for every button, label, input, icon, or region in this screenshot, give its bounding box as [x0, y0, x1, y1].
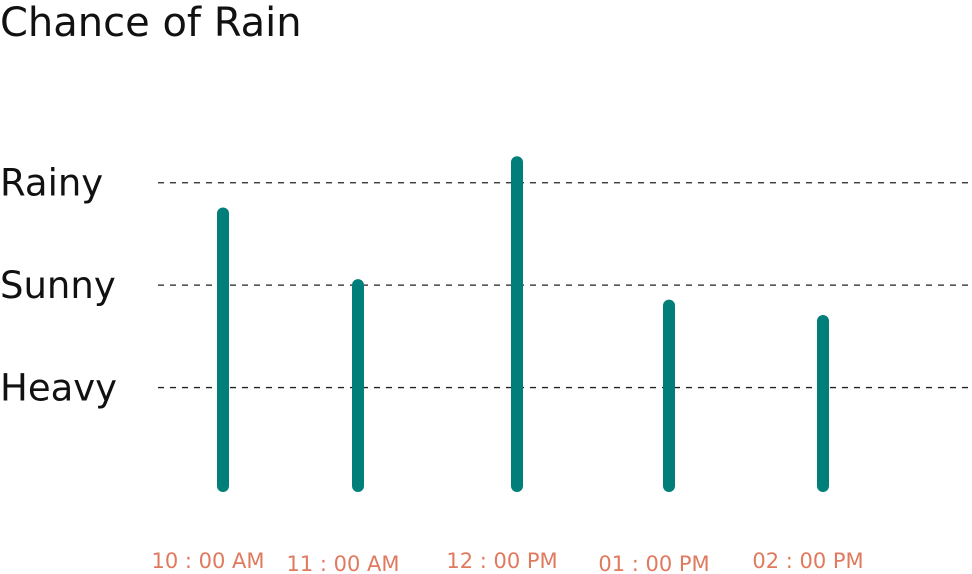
x-tick-label-1: 11 : 00 AM	[286, 552, 399, 574]
gridlines	[158, 182, 972, 389]
x-tick-label-0: 10 : 00 AM	[151, 549, 264, 573]
x-tick-label-4: 02 : 00 PM	[752, 549, 863, 573]
level-label-sunny: Sunny	[0, 264, 116, 307]
x-tick-labels: 10 : 00 AM 11 : 00 AM 12 : 00 PM 01 : 00 PM…	[151, 549, 863, 574]
x-tick-label-2: 12 : 00 PM	[446, 549, 557, 573]
x-tick-label-3: 01 : 00 PM	[598, 552, 709, 574]
level-label-rainy: Rainy	[0, 162, 103, 205]
bars	[217, 156, 829, 492]
chart-title: Chance of Rain	[0, 0, 302, 46]
level-label-heavy: Heavy	[0, 367, 117, 410]
level-labels: Rainy Sunny Heavy	[0, 162, 117, 410]
